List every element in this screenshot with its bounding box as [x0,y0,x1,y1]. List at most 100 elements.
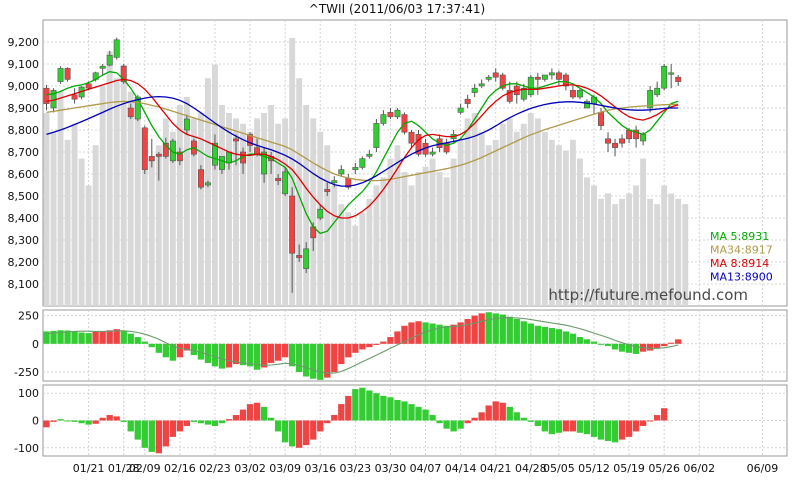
volume-bar [598,198,604,306]
macd-bar [661,343,668,347]
volume-bar [626,193,633,306]
volume-bar [640,158,647,306]
oscillator-bar [527,420,534,422]
macd-bar [281,343,289,358]
macd-bar [373,343,380,345]
oscillator-bar [267,417,275,421]
x-tick-label: 03/23 [339,462,371,475]
x-tick-label: 04/28 [515,462,547,475]
signal-line [46,317,679,374]
volume-bar [576,158,583,306]
volume-bar [204,78,211,306]
macd-bar [555,329,563,344]
volume-bar [605,193,611,306]
volume-bar [183,96,190,307]
macd-bar [478,313,485,344]
macd-bar [148,343,155,348]
candle-body [534,76,541,80]
oscillator-bar [253,402,261,421]
x-tick-label: 01/28 [108,462,140,475]
candle-body [478,83,485,87]
oscillator-bar [148,420,155,452]
oscillator-bar [534,420,541,426]
volume-bar [148,158,155,306]
volume-bar [64,139,71,306]
candle-body [148,156,155,162]
x-tick-label: 05/05 [543,462,575,475]
candle-body [492,72,499,78]
volume-bar [654,204,661,306]
candle-body [394,109,401,118]
macd-bar [303,343,310,377]
candle-body [429,151,436,155]
candle-body [43,87,50,104]
x-tick-label: 05/26 [648,462,680,475]
volume-bar [120,64,127,306]
volume-bar [99,86,106,307]
volume-bar [534,118,541,307]
candle-body [296,255,303,258]
candle-body [275,178,282,181]
macd-bar [408,322,415,344]
candle-body [605,138,611,144]
volume-bar [562,150,569,306]
macd-bar [113,329,120,344]
oscillator-bar [555,420,563,433]
y-tick-label: 8,800 [8,124,40,137]
candle-body [162,142,169,157]
volume-bar [619,198,626,306]
macd-bar [85,333,92,344]
oscillator-bar [443,420,450,429]
oscillator-bar [471,417,478,421]
volume-bar [169,131,176,306]
x-tick-label: 03/02 [234,462,266,475]
volume-bar [78,158,85,306]
candle-body [387,112,394,118]
macd-bar [450,324,457,344]
volume-bar [254,118,261,307]
macd-bar [618,343,626,352]
oscillator-bar [204,420,212,425]
candle-body [352,167,359,170]
volume-bar [584,177,590,306]
oscillator-bar [485,405,492,421]
x-tick-label: 02/09 [129,462,161,475]
volume-bar [394,145,401,306]
volume-bar [296,78,303,306]
y-tick-label: 9,000 [8,80,40,93]
volume-bar [443,177,450,306]
volume-bar [373,185,380,306]
oscillator-bar [499,402,506,421]
candle-body [99,65,106,69]
candle-body [555,72,562,80]
volume-bar [331,185,338,306]
macd-bar [176,343,184,358]
x-tick-label: 01/21 [73,462,105,475]
candle-body [527,76,534,96]
volume-bar [464,118,471,307]
macd-bar [569,333,577,344]
candle-body [562,74,569,87]
volume-bar [289,38,296,306]
oscillator-bar [597,420,605,440]
volume-bar [612,204,618,306]
oscillator-bar [541,420,549,432]
oscillator-bar [590,420,598,437]
oscillator-bar [352,389,359,421]
macd-bar [520,321,527,344]
y-tick-label: -250 [14,366,39,379]
oscillator-bar [520,417,527,421]
candle-body [338,169,345,175]
oscillator-bar [492,401,499,421]
macd-bar [562,331,570,344]
macd-bar [415,321,422,344]
volume-bar [457,139,464,306]
candle-body [289,195,296,254]
macd-bar [169,343,177,361]
macd-bar [387,337,394,344]
oscillator-bar [464,420,471,424]
volume-bar [436,172,443,306]
x-tick-label: 04/21 [480,462,512,475]
oscillator-bar [274,420,282,432]
volume-bar [57,91,64,306]
